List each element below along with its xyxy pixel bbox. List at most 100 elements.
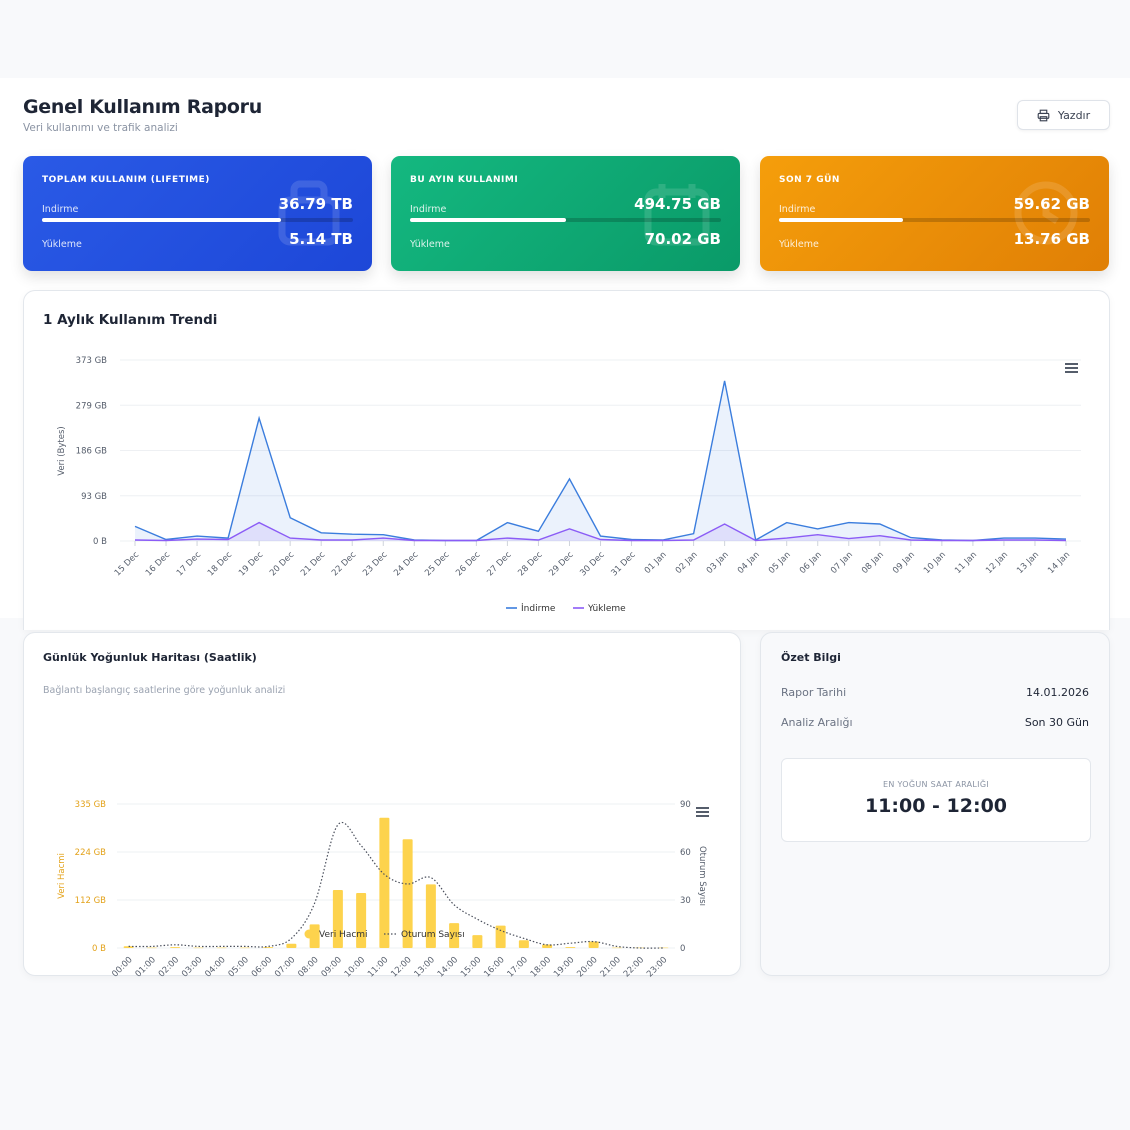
y2-tick-label: 60 xyxy=(680,848,691,858)
x-tick-label: 14:00 xyxy=(436,955,460,977)
y-tick-label: 186 GB xyxy=(76,447,108,457)
x-tick-label: 20:00 xyxy=(575,955,599,977)
summary-row-label: Analiz Aralığı xyxy=(781,716,853,729)
report-container: Genel Kullanım Raporu Veri kullanımı ve … xyxy=(0,78,1130,998)
x-tick-label: 14 Jan xyxy=(1046,550,1072,576)
x-tick-label: 17 Dec xyxy=(175,550,203,578)
y-tick-label: 112 GB xyxy=(75,896,107,906)
page-title: Genel Kullanım Raporu xyxy=(23,96,262,118)
x-tick-label: 17:00 xyxy=(506,955,530,977)
bar xyxy=(123,946,134,948)
x-tick-label: 01:00 xyxy=(134,955,158,977)
bar xyxy=(286,943,297,948)
heatmap-title: Günlük Yoğunluk Haritası (Saatlik) xyxy=(43,651,257,664)
x-tick-label: 29 Dec xyxy=(547,550,575,578)
x-tick-label: 28 Dec xyxy=(516,550,544,578)
x-tick-label: 11 Jan xyxy=(953,550,979,576)
menu-icon-bar xyxy=(1065,367,1078,369)
series-line-download xyxy=(134,380,1067,542)
page-subtitle: Veri kullanımı ve trafik analizi xyxy=(23,122,178,134)
kpi-card-lifetime: TOPLAM KULLANIM (LIFETIME) İndirme 36.79… xyxy=(23,156,372,271)
x-tick-label: 31 Dec xyxy=(609,550,637,578)
series-line-upload xyxy=(134,521,1067,542)
y-axis-label: Veri (Bytes) xyxy=(57,426,67,475)
x-tick-label: 16 Dec xyxy=(144,550,172,578)
x-tick-label: 05 Jan xyxy=(767,550,793,576)
series-line-sessions xyxy=(128,821,664,949)
x-tick-label: 18:00 xyxy=(529,955,553,977)
x-tick-label: 12 Jan xyxy=(984,550,1010,576)
x-tick-label: 13 Jan xyxy=(1015,550,1041,576)
menu-icon[interactable] xyxy=(696,807,709,817)
y-tick-label: 335 GB xyxy=(75,800,107,810)
bar xyxy=(309,924,320,948)
kpi-title: BU AYIN KULLANIMI xyxy=(410,175,519,185)
calendar-icon xyxy=(644,184,710,246)
kpi-download-label: İndirme xyxy=(42,204,79,215)
x-tick-label: 06 Jan xyxy=(798,550,824,576)
x-tick-label: 19 Dec xyxy=(237,550,265,578)
kpi-upload-value: 13.76 GB xyxy=(1013,230,1090,248)
printer-icon xyxy=(1037,109,1050,121)
legend-label: İndirme xyxy=(521,603,556,614)
summary-title: Özet Bilgi xyxy=(781,651,841,664)
kpi-progress-bar xyxy=(779,218,1090,222)
kpi-progress-fill xyxy=(42,218,282,222)
kpi-title: TOPLAM KULLANIM (LIFETIME) xyxy=(42,175,210,185)
x-tick-label: 21:00 xyxy=(599,955,623,977)
bar xyxy=(518,940,529,948)
x-tick-label: 04:00 xyxy=(203,955,227,977)
heatmap-chart: 0 B 112 GB 224 GB 335 GB 0 30 60 90 Veri Hacmi Ot… xyxy=(57,800,709,977)
y-tick-label: 0 B xyxy=(92,944,106,954)
x-tick-label: 27 Dec xyxy=(485,550,513,578)
x-tick-label: 23 Dec xyxy=(361,550,389,578)
x-tick-label: 15:00 xyxy=(459,955,483,977)
kpi-progress-fill xyxy=(779,218,904,222)
summary-row-value: 14.01.2026 xyxy=(1026,686,1089,699)
trend-chart: 0 B 93 GB 186 GB 279 GB 373 GB Veri (Bytes) 15… xyxy=(57,356,1081,614)
x-tick-label: 26 Dec xyxy=(454,550,482,578)
bar xyxy=(193,947,204,949)
bar xyxy=(611,947,622,949)
x-tick-label: 10 Jan xyxy=(922,550,948,576)
x-tick-label: 10:00 xyxy=(343,955,367,977)
kpi-upload-label: Yükleme xyxy=(779,239,819,250)
y2-tick-label: 30 xyxy=(680,896,691,906)
kpi-progress-fill xyxy=(410,218,566,222)
bar xyxy=(263,947,274,948)
database-icon xyxy=(278,180,340,246)
bar xyxy=(542,944,553,948)
heatmap-subtitle: Bağlantı başlangıç saatlerine göre yoğun… xyxy=(43,685,286,696)
x-tick-label: 03 Jan xyxy=(705,550,731,576)
x-tick-label: 05:00 xyxy=(227,955,251,977)
x-tick-label: 23:00 xyxy=(645,955,669,977)
bar xyxy=(379,817,390,948)
summary-row-value: Son 30 Gün xyxy=(1024,716,1089,729)
menu-icon[interactable] xyxy=(1065,363,1078,373)
x-tick-label: 11:00 xyxy=(366,955,390,977)
kpi-download-value: 494.75 GB xyxy=(634,195,721,213)
y2-tick-label: 90 xyxy=(680,800,691,810)
kpi-title: SON 7 GÜN xyxy=(779,175,840,185)
kpi-upload-label: Yükleme xyxy=(42,239,82,250)
x-tick-label: 08 Jan xyxy=(860,550,886,576)
kpi-card-last-7-days: SON 7 GÜN İndirme 59.62 GB Yükleme 13.76… xyxy=(760,156,1109,271)
x-tick-label: 09 Jan xyxy=(891,550,917,576)
kpi-download-label: İndirme xyxy=(779,204,816,215)
bar xyxy=(170,947,181,948)
x-tick-label: 00:00 xyxy=(110,955,134,977)
x-tick-label: 22:00 xyxy=(622,955,646,977)
y-tick-label: 373 GB xyxy=(76,356,108,366)
x-tick-label: 08:00 xyxy=(296,955,320,977)
bar xyxy=(402,839,413,948)
bar xyxy=(449,923,460,948)
bar xyxy=(216,947,227,949)
x-tick-label: 13:00 xyxy=(413,955,437,977)
menu-icon-bar xyxy=(696,811,709,813)
peak-hour-value: 11:00 - 12:00 xyxy=(864,795,1008,817)
x-tick-label: 07:00 xyxy=(273,955,297,977)
print-button[interactable]: Yazdır xyxy=(1017,100,1110,130)
x-tick-label: 07 Jan xyxy=(829,550,855,576)
peak-hour-box: EN YOĞUN SAAT ARALIĞI 11:00 - 12:00 xyxy=(781,758,1091,842)
legend-label: Oturum Sayısı xyxy=(401,930,465,940)
